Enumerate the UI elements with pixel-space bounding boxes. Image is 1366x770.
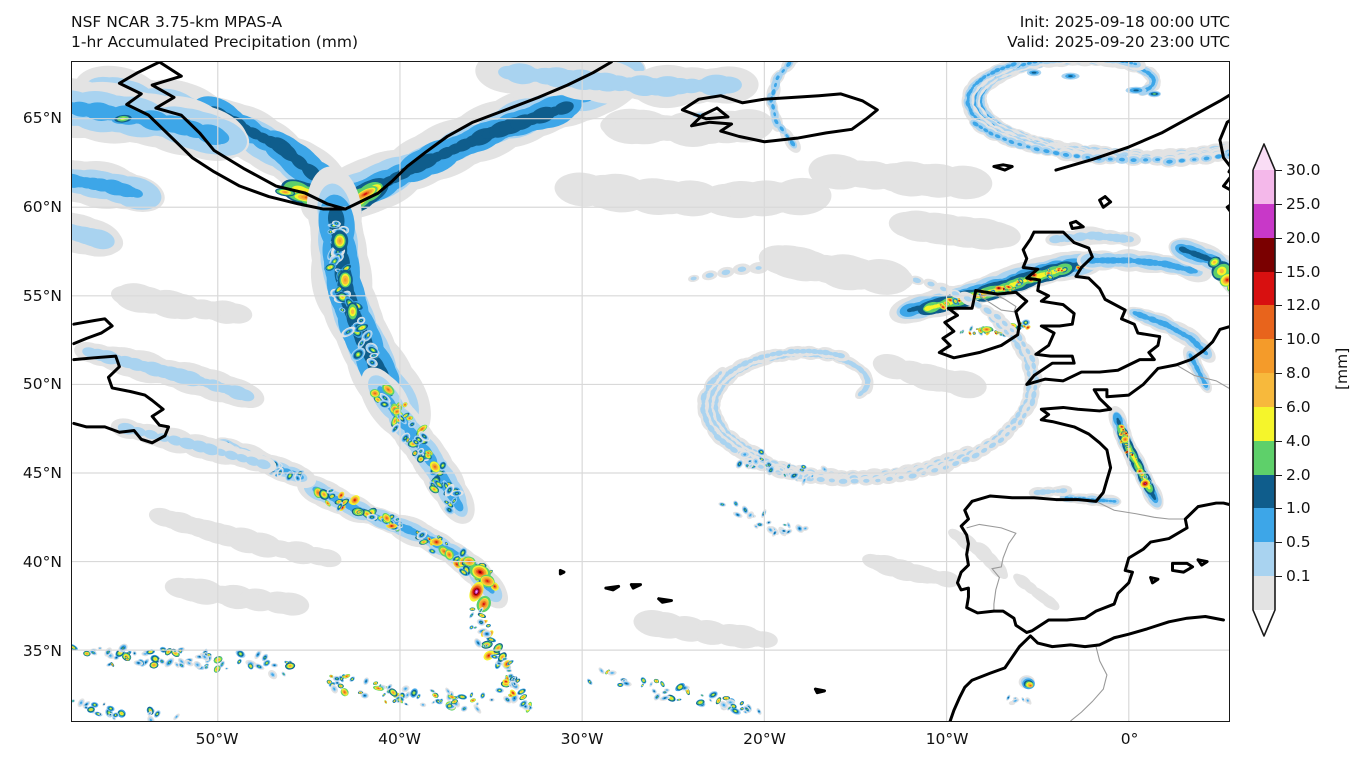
- coastlines: [72, 62, 1229, 721]
- colorbar-tick-label: 12.0: [1286, 296, 1321, 315]
- colorbar-outline: [1252, 143, 1276, 637]
- init-time: Init: 2025-09-18 00:00 UTC: [1019, 13, 1230, 31]
- colorbar-segment: [1253, 541, 1275, 577]
- colorbar-segment: [1253, 169, 1275, 204]
- colorbar-tick-label: 0.1: [1286, 567, 1311, 586]
- colorbar-segment: [1253, 304, 1275, 340]
- colorbar-tick-label: 4.0: [1286, 431, 1311, 450]
- colorbar-tick-label: 15.0: [1286, 262, 1321, 281]
- colorbar-tick: [1275, 339, 1282, 341]
- country-borders: [966, 293, 1229, 721]
- precipitation-field: [72, 62, 1229, 721]
- map-gridlines: [72, 62, 1229, 721]
- model-name: NSF NCAR 3.75-km MPAS-A: [71, 13, 283, 31]
- colorbar-tick: [1275, 508, 1282, 510]
- lon-tick-label: 10°W: [925, 730, 969, 748]
- lon-tick-label: 40°W: [378, 730, 421, 748]
- colorbar-tick-label: 2.0: [1286, 465, 1311, 484]
- colorbar-tick: [1275, 305, 1282, 307]
- lon-tick-label: 50°W: [195, 730, 239, 748]
- colorbar-tick: [1275, 237, 1282, 239]
- colorbar-tick: [1275, 271, 1282, 273]
- figure-title-right: Init: 2025-09-18 00:00 UTC Valid: 2025-0…: [1007, 12, 1230, 52]
- colorbar-tick: [1275, 170, 1282, 171]
- lat-tick-label: 45°N: [22, 464, 62, 483]
- colorbar-segment: [1253, 372, 1275, 407]
- colorbar-tick: [1275, 406, 1282, 408]
- colorbar-segment: [1253, 474, 1275, 509]
- lon-tick-label: 30°W: [560, 730, 604, 748]
- colorbar-tick-label: 10.0: [1286, 330, 1321, 349]
- colorbar-tick: [1275, 474, 1282, 476]
- colorbar-gradient: [1253, 169, 1275, 610]
- colorbar-unit-label: [mm]: [1333, 347, 1351, 390]
- colorbar-tick: [1275, 373, 1282, 375]
- field-name: 1-hr Accumulated Precipitation (mm): [71, 33, 358, 51]
- figure-title-left: NSF NCAR 3.75-km MPAS-A 1-hr Accumulated…: [71, 12, 358, 52]
- lon-tick-label: 20°W: [743, 730, 786, 748]
- map-canvas: [72, 62, 1229, 721]
- colorbar-segment: [1253, 237, 1275, 272]
- map-plot-area[interactable]: [71, 61, 1230, 722]
- colorbar-tick-label: 0.5: [1286, 533, 1311, 552]
- colorbar-segment: [1253, 507, 1275, 543]
- colorbar-tick: [1275, 440, 1282, 442]
- colorbar-tick-label: 25.0: [1286, 194, 1321, 213]
- colorbar-tick-label: 6.0: [1286, 397, 1311, 416]
- valid-time: Valid: 2025-09-20 23:00 UTC: [1007, 33, 1230, 51]
- colorbar-segment: [1253, 575, 1275, 610]
- colorbar-tick-label: 1.0: [1286, 499, 1311, 518]
- colorbar-tick: [1275, 542, 1282, 544]
- lat-tick-label: 65°N: [22, 108, 62, 127]
- colorbar[interactable]: 0.1 0.5 1.0 2.0 4.0 6.0 8.0 10.0 12.0 15.0 20.0 25.…: [1252, 143, 1321, 637]
- colorbar-tick-label: 30.0: [1286, 161, 1321, 179]
- colorbar-segment: [1253, 203, 1275, 238]
- colorbar-segment: [1253, 440, 1275, 475]
- colorbar-tick: [1275, 576, 1282, 578]
- colorbar-segment: [1253, 406, 1275, 441]
- colorbar-segment: [1253, 270, 1275, 306]
- lat-tick-label: 35°N: [22, 641, 62, 660]
- lon-tick-label: 0°: [1120, 730, 1139, 748]
- colorbar-tick: [1275, 203, 1282, 205]
- colorbar-tick-label: 8.0: [1286, 364, 1311, 383]
- lat-tick-label: 55°N: [22, 286, 62, 305]
- colorbar-tick-label: 20.0: [1286, 228, 1321, 247]
- colorbar-segment: [1253, 338, 1275, 374]
- lat-tick-label: 60°N: [22, 197, 62, 216]
- lat-tick-label: 40°N: [22, 553, 62, 572]
- lat-tick-label: 50°N: [22, 375, 62, 394]
